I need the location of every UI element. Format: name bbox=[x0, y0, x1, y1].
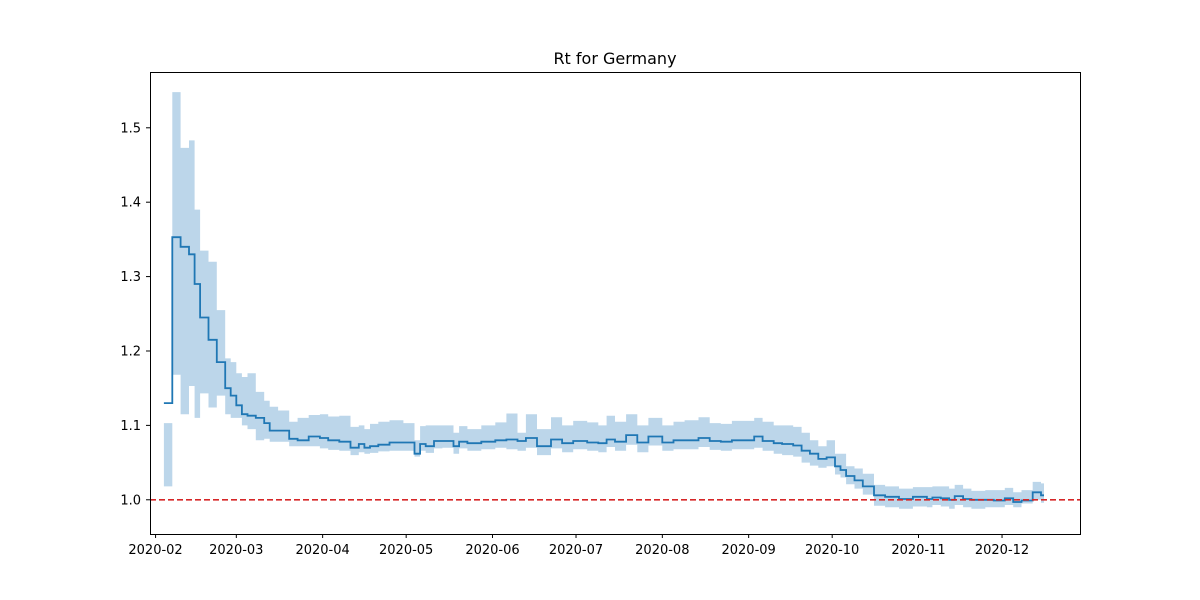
plot-frame bbox=[150, 72, 1081, 535]
x-tick-label: 2020-08 bbox=[635, 543, 689, 558]
x-axis: 2020-02 2020-03 2020-04 2020-05 2020-06 2020-… bbox=[128, 534, 1029, 558]
rt-line-layer bbox=[163, 236, 1044, 503]
x-tick-label: 2020-11 bbox=[891, 543, 945, 558]
x-tick-label: 2020-12 bbox=[975, 543, 1029, 558]
y-axis: 1.0 1.1 1.2 1.3 1.4 1.5 bbox=[120, 121, 150, 508]
y-tick-label: 1.3 bbox=[120, 270, 141, 285]
y-tick-label: 1.0 bbox=[120, 493, 141, 508]
y-tick-label: 1.5 bbox=[120, 121, 141, 136]
x-tick-label: 2020-03 bbox=[209, 543, 263, 558]
chart-title: Rt for Germany bbox=[553, 49, 676, 68]
x-tick-label: 2020-05 bbox=[379, 543, 433, 558]
x-tick-label: 2020-04 bbox=[295, 543, 349, 558]
x-tick-label: 2020-02 bbox=[128, 543, 182, 558]
y-tick-label: 1.1 bbox=[120, 419, 141, 434]
y-tick-label: 1.4 bbox=[120, 196, 141, 211]
x-tick-label: 2020-07 bbox=[549, 543, 603, 558]
y-tick-label: 1.2 bbox=[120, 344, 141, 359]
x-tick-label: 2020-09 bbox=[721, 543, 775, 558]
x-tick-label: 2020-10 bbox=[805, 543, 859, 558]
rt-line bbox=[163, 236, 1044, 503]
x-tick-label: 2020-06 bbox=[465, 543, 519, 558]
